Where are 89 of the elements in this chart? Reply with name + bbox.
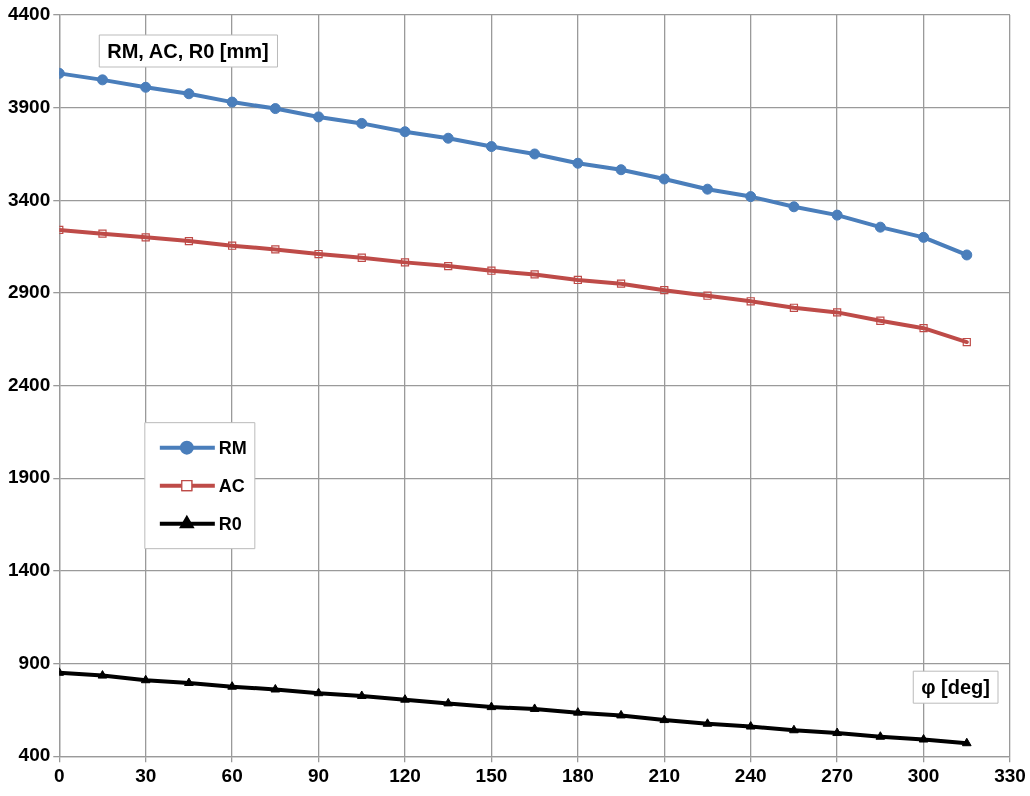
point (356, 117, 368, 129)
point (487, 266, 496, 275)
point (573, 275, 582, 285)
x-tick-label: 90 (307, 764, 330, 786)
point (746, 297, 755, 306)
point (400, 258, 410, 267)
point (486, 701, 497, 711)
point (745, 721, 756, 730)
legend-label: AC (218, 475, 245, 496)
y-tick-label: 1400 (7, 559, 51, 581)
point (789, 303, 799, 312)
point (444, 261, 453, 271)
point (961, 737, 972, 747)
y-tick-label: 900 (18, 651, 51, 673)
point (96, 74, 108, 86)
point (313, 111, 325, 123)
point (658, 173, 670, 185)
point (919, 324, 928, 333)
point (615, 164, 627, 176)
x-tick-label: 270 (821, 764, 853, 786)
point (701, 183, 713, 195)
point (183, 88, 195, 100)
y-tick-label: 3400 (7, 188, 51, 210)
point (833, 308, 842, 317)
point (313, 687, 324, 697)
x-tick-label: 240 (734, 764, 767, 786)
point (141, 233, 150, 242)
point (788, 201, 800, 213)
point (97, 670, 108, 679)
point (918, 231, 930, 243)
point (529, 148, 541, 160)
point (98, 229, 107, 238)
y-tick-label: 3900 (7, 95, 51, 117)
point (616, 709, 626, 719)
x-tick-label: 300 (907, 764, 940, 786)
point (962, 337, 971, 347)
point (184, 236, 194, 246)
legend-label: R0 (218, 513, 242, 534)
point (356, 690, 367, 699)
point (140, 81, 152, 93)
x-tick-label: 60 (221, 764, 243, 786)
point (270, 683, 281, 693)
point (703, 291, 712, 300)
point (573, 707, 583, 716)
x-axis-title: φ [deg] (921, 675, 991, 698)
point (443, 697, 454, 707)
point (226, 96, 238, 108)
point (616, 279, 626, 288)
point (875, 731, 886, 740)
point (572, 157, 584, 169)
y-tick-label: 2400 (7, 373, 51, 395)
point (745, 191, 757, 203)
point (485, 141, 497, 153)
point (529, 703, 540, 712)
x-tick-label: 330 (994, 764, 1026, 786)
point (271, 245, 280, 254)
x-tick-label: 0 (53, 764, 65, 786)
x-tick-label: 180 (562, 764, 594, 786)
point (874, 221, 886, 233)
point (400, 694, 410, 703)
point (314, 249, 323, 259)
point (442, 132, 454, 144)
y-tick-label: 400 (18, 744, 51, 766)
x-tick-label: 120 (389, 764, 421, 786)
point (399, 126, 411, 138)
point (227, 241, 237, 250)
x-tick-label: 30 (135, 764, 157, 786)
point (876, 316, 885, 325)
point (660, 286, 669, 295)
point (357, 253, 366, 262)
point (789, 724, 799, 734)
point (659, 714, 670, 724)
point (831, 209, 843, 221)
x-tick-label: 150 (475, 764, 508, 786)
point (269, 103, 281, 115)
point (184, 677, 194, 687)
y-tick-label: 4400 (7, 3, 51, 25)
legend-label: RM (218, 437, 247, 458)
y-axis-title: RM, AC, R0 [mm] (107, 39, 269, 62)
y-tick-label: 1900 (7, 466, 51, 488)
point (918, 734, 929, 743)
x-tick-label: 210 (648, 764, 681, 786)
point (702, 718, 713, 727)
point (140, 674, 151, 684)
point (961, 249, 973, 261)
point (227, 681, 237, 690)
point (832, 727, 842, 737)
point (530, 270, 539, 279)
y-tick-label: 2900 (7, 281, 51, 303)
